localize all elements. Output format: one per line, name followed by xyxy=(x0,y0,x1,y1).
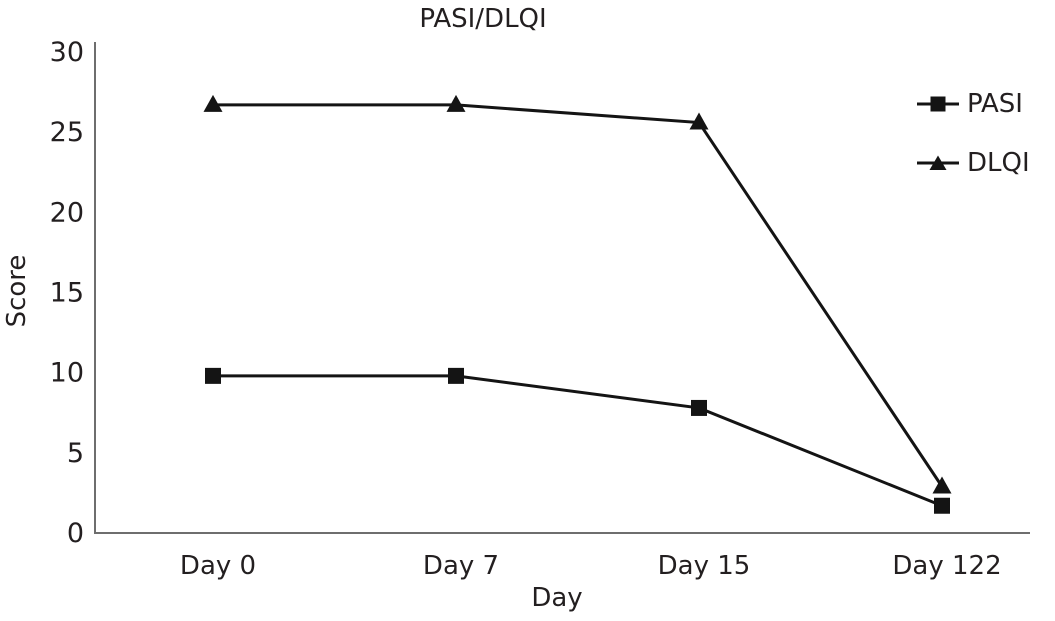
x-tick-label: Day 15 xyxy=(658,551,751,581)
y-tick-label: 20 xyxy=(50,197,84,228)
x-tick-label: Day 7 xyxy=(423,551,499,581)
legend-item-pasi: PASI xyxy=(916,89,1023,119)
x-tick-label: Day 122 xyxy=(892,551,1001,581)
chart-title: PASI/DLQI xyxy=(419,4,547,34)
marker-square-pasi xyxy=(205,367,221,384)
marker-triangle-dlqi xyxy=(203,94,223,112)
legend-label-pasi: PASI xyxy=(967,89,1023,119)
series-line-pasi xyxy=(213,374,943,508)
triangle-marker-icon xyxy=(917,155,959,170)
marker-square-pasi xyxy=(691,399,707,416)
legend-item-dlqi: DLQI xyxy=(916,148,1030,178)
marker-triangle-dlqi xyxy=(446,94,466,112)
marker-triangle-dlqi xyxy=(932,476,952,494)
series-line-dlqi xyxy=(213,103,944,488)
square-marker-icon xyxy=(917,96,959,112)
y-tick-label: 5 xyxy=(67,438,84,469)
marker-square-pasi xyxy=(448,367,464,384)
y-tick-label: 10 xyxy=(50,358,84,389)
y-axis-label: Score xyxy=(2,254,32,328)
legend-label-dlqi: DLQI xyxy=(967,148,1030,178)
marker-triangle-dlqi xyxy=(689,112,709,130)
x-axis-label: Day xyxy=(531,583,583,613)
y-tick-label: 0 xyxy=(67,518,84,549)
marker-square-pasi xyxy=(934,497,950,514)
y-tick-label: 30 xyxy=(50,37,84,68)
y-tick-label: 25 xyxy=(50,117,84,148)
y-tick-label: 15 xyxy=(50,278,84,309)
x-tick-label: Day 0 xyxy=(180,551,256,581)
